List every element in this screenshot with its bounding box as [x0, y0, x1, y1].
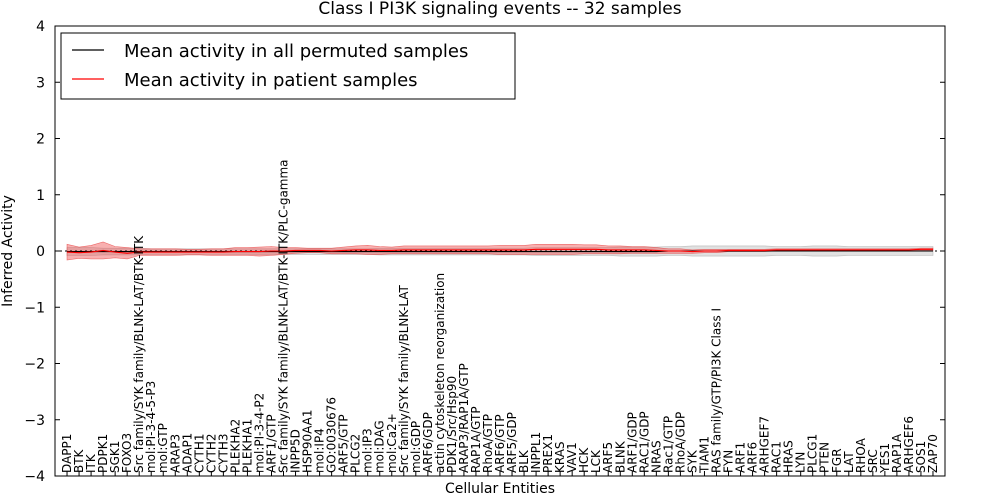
series-line-0: [67, 250, 933, 253]
x-tick-label: DAPP1: [60, 434, 74, 473]
x-tick-label: PDK1/Src/Hsp90: [445, 376, 459, 473]
x-tick-label: FYN: [722, 450, 736, 473]
x-tick-label: GO:0030676: [325, 397, 339, 473]
x-tick-label: FOXO3: [120, 433, 134, 473]
x-tick-label: LAT: [842, 451, 856, 473]
x-tick-label: RAP1A: [890, 433, 904, 473]
x-tick-label: PDPK1: [96, 434, 110, 473]
x-tick-label: ARF1/GDP: [625, 412, 639, 473]
y-tick-label: 1: [36, 188, 45, 204]
x-tick-label: mol:GDP: [409, 421, 423, 473]
x-tick-label: RhoA/GDP: [673, 412, 687, 473]
x-tick-label: PLEKHA1: [240, 419, 254, 473]
x-tick-label: ARF1/GTP: [264, 414, 278, 473]
x-tick-label: CYTH3: [216, 434, 230, 474]
x-tick-label: BLNK: [613, 440, 627, 473]
x-tick-label: PTEN: [818, 442, 832, 473]
x-tick-label: ARAP3/RAP1A/GTP: [457, 363, 471, 473]
y-tick-label: −3: [24, 413, 45, 429]
x-tick-label: KRAS: [553, 441, 567, 473]
x-tick-label: SYK: [685, 449, 699, 473]
legend-box: [60, 32, 516, 100]
x-tick-label: ARHGEF7: [758, 416, 772, 473]
x-tick-label: ARF1: [734, 442, 748, 473]
y-tick-label: −2: [24, 357, 45, 373]
x-tick-label: CYTH1: [192, 434, 206, 474]
x-tick-label: RhoA/GTP: [481, 414, 495, 473]
x-tick-label: LCK: [589, 449, 603, 473]
x-tick-label: BTK: [72, 448, 86, 473]
x-tick-label: BLK: [517, 449, 531, 473]
x-tick-label: RAC1/GDP: [637, 411, 651, 473]
y-tick-label: 0: [36, 244, 45, 260]
series-lines: [66, 248, 933, 254]
x-tick-label: HSP90AA1: [301, 409, 315, 473]
x-tick-label: SOS1: [914, 441, 928, 473]
x-tick-label: RAP1A/GTP: [469, 406, 483, 473]
x-tick-label: Src family/SYK family/BLNK-LAT/BTK-ITK/P…: [277, 159, 291, 473]
x-tick-label: mol:Ca2+: [385, 413, 399, 473]
x-tick-label: mol:IP4: [313, 428, 327, 473]
x-tick-label: ADAP1: [180, 433, 194, 473]
x-tick-label: ITK: [84, 453, 98, 473]
x-tick-label: PLCG2: [349, 434, 363, 473]
x-tick-label: SRC: [866, 449, 880, 473]
y-axis-label: Inferred Activity: [0, 195, 16, 307]
x-tick-label: mol:PI-3-4-P2: [252, 393, 266, 473]
y-tick-label: 4: [36, 19, 45, 35]
x-tick-label: mol:DAG: [373, 420, 387, 473]
x-tick-label: Src family/SYK family/BLNK-LAT: [397, 284, 411, 473]
x-tick-label: PLCG1: [806, 434, 820, 473]
x-tick-label: RAC1: [770, 441, 784, 473]
x-tick-label: actin cytoskeleton reorganization: [433, 273, 447, 473]
x-tick-label: HCK: [577, 447, 591, 473]
x-tick-label: ARHGEF6: [902, 416, 916, 473]
x-tick-label: YES1: [878, 443, 892, 474]
legend-label-patient: Mean activity in patient samples: [124, 70, 418, 91]
x-tick-label: FGR: [830, 448, 844, 473]
x-tick-label: mol:IP3: [361, 428, 375, 473]
x-tick-label: PREX1: [541, 434, 555, 473]
x-tick-label: ARF5/GTP: [337, 414, 351, 473]
chart-title: Class I PI3K signaling events -- 32 samp…: [318, 0, 681, 19]
x-tick-label: Rac1/GTP: [661, 416, 675, 473]
x-tick-label: ARF5: [601, 442, 615, 473]
x-tick-label: INPP5D: [289, 429, 303, 473]
x-tick-label: ARF6/GTP: [493, 414, 507, 473]
x-tick-label: INPPL1: [529, 432, 543, 473]
legend-label-permuted: Mean activity in all permuted samples: [124, 41, 468, 62]
x-tick-label: TIAM1: [697, 436, 711, 474]
x-axis-label: Cellular Entities: [445, 481, 555, 497]
x-tick-label: PLEKHA2: [228, 419, 242, 473]
y-tick-label: −1: [24, 300, 45, 316]
x-tick-label: RAS family/GTP/PI3K Class I: [709, 308, 723, 473]
x-tick-label: mol:GTP: [156, 423, 170, 473]
x-tick-label: LYN: [794, 452, 808, 473]
x-tick-label: CYTH2: [204, 434, 218, 474]
x-tick-label: ARF6/GDP: [421, 412, 435, 473]
legend: Mean activity in all permuted samples Me…: [60, 32, 516, 100]
x-tick-label: ZAP70: [926, 434, 940, 473]
y-tick-label: 2: [36, 132, 45, 148]
x-tick-label: VAV1: [565, 442, 579, 473]
x-tick-label: RHOA: [854, 437, 868, 473]
x-tick-label: HRAS: [782, 440, 796, 473]
x-tick-label: mol:PI-3-4-5-P3: [144, 381, 158, 473]
series-line-1: [66, 248, 933, 254]
x-tick-label: ARF6: [746, 442, 760, 473]
x-tick-label: ARF5/GDP: [505, 412, 519, 473]
x-tick-label: ARAP3: [168, 434, 182, 473]
y-tick-label: 3: [36, 75, 45, 91]
y-tick-label: −4: [24, 469, 45, 485]
x-tick-label: SGK1: [108, 441, 122, 473]
x-tick-label: NRAS: [649, 440, 663, 473]
x-tick-label: Src family/SYK family/BLNK-LAT/BTK-ITK: [132, 235, 146, 473]
y-axis: 4 3 2 1 0 −1 −2 −3 −4: [24, 19, 945, 485]
